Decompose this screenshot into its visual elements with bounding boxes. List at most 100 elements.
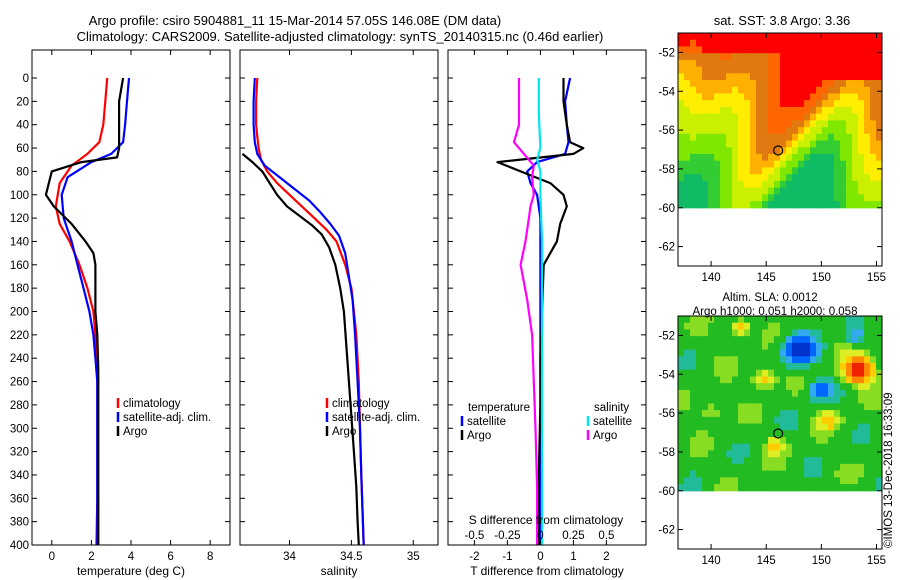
map-cell-sst-403 <box>852 106 859 115</box>
map-cell-sst-134 <box>870 53 877 61</box>
map-cell-sst-237 <box>876 73 882 81</box>
x-tick-label: 0 <box>49 551 55 563</box>
map-cell-sla-244 <box>714 363 721 371</box>
map-cell-sst-41 <box>720 39 727 48</box>
map-cell-sla-538 <box>846 416 853 425</box>
map-cell-sla-818 <box>690 477 697 485</box>
map-cell-sst-574 <box>858 140 865 148</box>
map-cell-sst-135 <box>876 53 882 61</box>
map-cell-sst-799 <box>780 187 787 195</box>
map-cell-sla-489 <box>756 410 763 418</box>
map-cell-sst-337 <box>864 93 871 101</box>
map-cell-sla-833 <box>780 477 787 485</box>
map-cell-sst-582 <box>702 147 709 155</box>
map-cell-sla-334 <box>846 376 853 384</box>
map-cell-sst-820 <box>702 194 709 202</box>
map-cell-sst-471 <box>852 120 859 128</box>
map-cell-sla-742 <box>846 457 853 465</box>
map-cell-sst-525 <box>768 133 775 142</box>
map-cell-sst-405 <box>864 106 871 115</box>
map-cell-sla-482 <box>714 410 721 418</box>
map-cell-sst-675 <box>852 160 859 169</box>
map-cell-sst-428 <box>798 113 805 121</box>
map-cell-sla-221 <box>780 356 787 364</box>
map-cell-sla-749 <box>684 463 691 472</box>
map-cell-sla-510 <box>678 416 685 425</box>
map-cell-sst-241 <box>696 80 703 88</box>
map-cell-sla-34 <box>678 322 685 331</box>
map-cell-sla-834 <box>786 477 793 485</box>
map-cell-sla-255 <box>780 363 787 371</box>
map-cell-sla-736 <box>810 457 817 465</box>
map-cell-sst-69 <box>684 46 691 54</box>
map-cell-sla-719 <box>708 457 715 465</box>
map-cell-sst-283 <box>744 86 751 95</box>
map-cell-sst-819 <box>696 194 703 202</box>
map-cell-sst-331 <box>828 93 835 101</box>
map-cell-sst-182 <box>750 66 757 74</box>
map-cell-sla-864 <box>762 484 769 492</box>
x-tick-label: 34 <box>283 551 296 563</box>
map-cell-sla-670 <box>822 443 829 452</box>
map-cell-sla-558 <box>762 423 769 431</box>
map-cell-sst-362 <box>810 100 817 108</box>
legend-label-climatology: climatology <box>332 398 390 410</box>
map-cell-sla-373 <box>876 383 882 391</box>
map-cell-sst-172 <box>690 66 697 74</box>
map-cell-sst-71 <box>696 46 703 54</box>
map-cell-sla-678 <box>870 443 877 452</box>
map-cell-sst-531 <box>804 133 811 142</box>
map-cell-sla-511 <box>684 416 691 425</box>
map-cell-sla-381 <box>720 389 727 398</box>
map-cell-sst-59 <box>828 39 835 48</box>
map-cell-sst-369 <box>852 100 859 108</box>
map-cell-sst-397 <box>816 106 823 115</box>
map-cell-sla-119 <box>780 336 787 344</box>
map-cell-sla-593 <box>768 430 775 438</box>
map-cell-sla-548 <box>702 423 709 431</box>
map-cell-sla-416 <box>726 396 733 404</box>
map-cell-sst-745 <box>864 174 871 182</box>
map-cell-sla-89 <box>804 329 811 337</box>
map-cell-sla-570 <box>834 423 841 431</box>
map-cell-sla-104 <box>690 336 697 344</box>
map-cell-sla-640 <box>846 436 853 445</box>
y-tick-label: 260 <box>10 377 29 389</box>
map-cell-sst-565 <box>804 140 811 148</box>
map-y-tick-label: -58 <box>658 447 675 459</box>
map-cell-sla-81 <box>756 329 763 337</box>
map-cell-sst-456 <box>762 120 769 128</box>
map-cell-sla-425 <box>780 396 787 404</box>
map-cell-sla-85 <box>780 329 787 337</box>
map-cell-sla-880 <box>858 484 865 492</box>
map-cell-sst-305 <box>876 86 882 95</box>
map-cell-sst-564 <box>798 140 805 148</box>
map-cell-sla-331 <box>828 376 835 384</box>
map-cell-sla-453 <box>744 403 751 411</box>
map-cell-sst-664 <box>786 160 793 169</box>
map-cell-sst-378 <box>702 106 709 115</box>
map-cell-sst-616 <box>702 153 709 162</box>
map-cell-sla-564 <box>798 423 805 431</box>
map-cell-sst-379 <box>708 106 715 115</box>
map-cell-sst-729 <box>768 174 775 182</box>
secondary-tick-label: 0 <box>537 530 543 542</box>
map-cell-sla-134 <box>870 336 877 344</box>
map-cell-sst-390 <box>774 106 781 115</box>
map-cell-sla-851 <box>684 484 691 492</box>
map-cell-sst-199 <box>852 66 859 74</box>
map-cell-sla-59 <box>828 322 835 331</box>
map-cell-sla-848 <box>870 477 877 485</box>
map-cell-sst-445 <box>696 120 703 128</box>
temperature-panel: 0204060801001201401601802002202402602803… <box>10 49 231 578</box>
map-cell-sla-789 <box>720 470 727 478</box>
map-cell-sst-133 <box>864 53 871 61</box>
map-cell-sst-828 <box>750 194 757 202</box>
map-cell-sst-563 <box>792 140 799 148</box>
map-cell-sla-386 <box>750 389 757 398</box>
map-cell-sla-601 <box>816 430 823 438</box>
map-cell-sst-844 <box>846 194 853 202</box>
map-cell-sla-543 <box>876 416 882 425</box>
map-cell-sla-27 <box>840 316 847 324</box>
map-cell-sst-250 <box>750 80 757 88</box>
